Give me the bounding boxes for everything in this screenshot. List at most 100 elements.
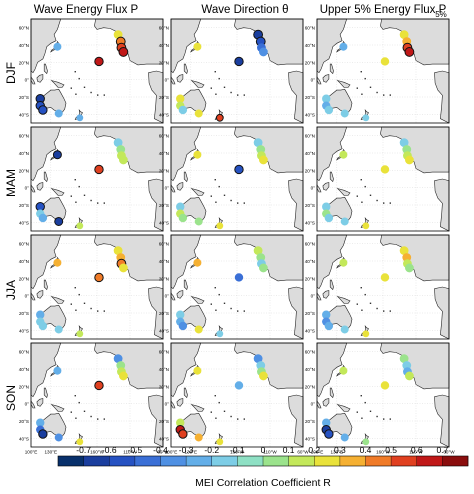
column-title-2: Upper 5% Energy Flux P — [320, 4, 447, 16]
land-newguinea — [336, 187, 351, 196]
site-australia-west — [324, 321, 334, 331]
island-dot — [103, 94, 105, 96]
land-nz_n — [218, 432, 223, 440]
island-dot — [90, 415, 92, 418]
land-newguinea — [190, 295, 205, 304]
panel-frame — [30, 126, 164, 232]
land-newguinea — [190, 79, 205, 88]
island-dot — [230, 199, 232, 202]
island-dot — [74, 287, 76, 289]
land-newguinea — [336, 295, 351, 304]
lat-tick-label: 20°N — [305, 60, 315, 65]
row-title-1: MAM — [4, 169, 18, 197]
panel-frame — [30, 18, 164, 124]
land-samerica — [288, 394, 304, 448]
colorbar-tick-label: 0.1 — [283, 445, 295, 455]
site-australia-west — [176, 418, 185, 427]
island-dot — [364, 293, 366, 296]
island-dot — [383, 202, 385, 204]
lat-tick-label: 20°N — [159, 60, 169, 65]
land-borneo — [176, 398, 184, 407]
lat-tick-label: 40°S — [159, 436, 169, 441]
island-dot — [74, 71, 76, 73]
site-us-coast — [405, 155, 414, 165]
site-australia-west — [322, 418, 331, 427]
lat-tick-label: 60°N — [305, 242, 315, 247]
site-us-coast — [405, 371, 414, 381]
colorbar-segment — [211, 456, 238, 466]
land-borneo — [36, 182, 44, 191]
lat-tick-label: 60°N — [19, 134, 29, 139]
island-dot — [356, 195, 358, 197]
island-dot — [78, 185, 80, 188]
island-dot — [214, 179, 216, 181]
site-us-coast — [259, 263, 268, 273]
site-us-coast — [253, 246, 263, 255]
land-australia — [179, 304, 207, 330]
island-dot — [369, 410, 372, 412]
colorbar-segment — [186, 456, 213, 466]
island-dot — [361, 201, 363, 203]
island-dot — [215, 309, 217, 311]
land-philippines — [43, 63, 48, 75]
colorbar-label: MEI Correlation Coefficient R — [195, 477, 331, 489]
land-newguinea — [190, 403, 205, 412]
lat-tick-label: 40°N — [19, 151, 29, 156]
site-australia-west — [324, 429, 334, 439]
colorbar: -0.7 -0.6 -0.5 -0.4 -0.3 -0.2 -0.1 0 0.1 0.2 0.3 0.… — [57, 445, 469, 467]
site-us-coast — [113, 354, 123, 363]
panel-frame — [316, 126, 450, 232]
island-dot — [215, 201, 217, 203]
land-borneo — [322, 290, 330, 299]
land-samerica — [148, 178, 164, 232]
site-hawaii — [380, 57, 390, 66]
site-australia-west — [36, 310, 45, 319]
land-nz_n — [218, 216, 223, 224]
island-dot — [70, 87, 72, 89]
lat-tick-label: 20°S — [159, 311, 169, 316]
lon-tick-label: 110°W — [123, 450, 137, 455]
colorbar-tick-label: 0 — [261, 445, 266, 455]
lat-tick-label: 0° — [311, 294, 316, 299]
site-us-coast — [399, 138, 409, 147]
island-dot — [383, 418, 385, 420]
island-dot — [237, 418, 239, 420]
land-nz_n — [78, 108, 83, 116]
site-australia-south — [54, 109, 63, 118]
site-nw-pacific — [193, 366, 202, 375]
island-dot — [389, 418, 391, 420]
map-panel: 60°N 40°N 20°N 0° 20°S 40°S — [19, 234, 164, 340]
colorbar-tick-label: -0.2 — [204, 445, 219, 455]
island-dot — [83, 410, 86, 412]
site-australia-south — [340, 109, 349, 118]
map-panel: 60°N 40°N 20°N 0° 20°S 40°S — [305, 234, 450, 340]
lon-tick-label: 130°E — [331, 450, 344, 455]
map-panel: 60°N 40°N 20°N 0° 20°S 40°S — [19, 18, 164, 124]
lat-tick-label: 40°N — [159, 43, 169, 48]
lat-tick-label: 20°N — [159, 168, 169, 173]
island-dot — [361, 309, 363, 311]
lat-tick-label: 60°N — [19, 350, 29, 355]
island-dot — [83, 194, 86, 196]
land-philippines — [183, 171, 188, 183]
site-australia-west — [178, 429, 188, 439]
island-dot — [90, 199, 92, 202]
site-nw-pacific — [53, 366, 62, 375]
colorbar-segment — [288, 456, 315, 466]
island-dot — [356, 411, 358, 413]
lat-tick-label: 20°N — [159, 384, 169, 389]
island-dot — [230, 415, 232, 418]
map-panel: 60°N 40°N 20°N 0° 20°S 40°S 100°E 130°E 160°W 110… — [19, 342, 169, 455]
row-title-3: SON — [4, 385, 18, 411]
island-dot — [215, 417, 217, 419]
land-philippines — [329, 279, 334, 291]
site-us-coast — [399, 30, 409, 39]
site-new-zealand — [76, 114, 84, 122]
colorbar-segment — [442, 456, 469, 466]
island-dot — [78, 77, 80, 80]
lon-tick-label: 160°W — [230, 450, 245, 455]
site-nw-pacific — [193, 42, 202, 51]
colorbar-tick-label: -0.1 — [230, 445, 245, 455]
lat-tick-label: 20°S — [159, 203, 169, 208]
site-new-zealand — [76, 222, 84, 230]
